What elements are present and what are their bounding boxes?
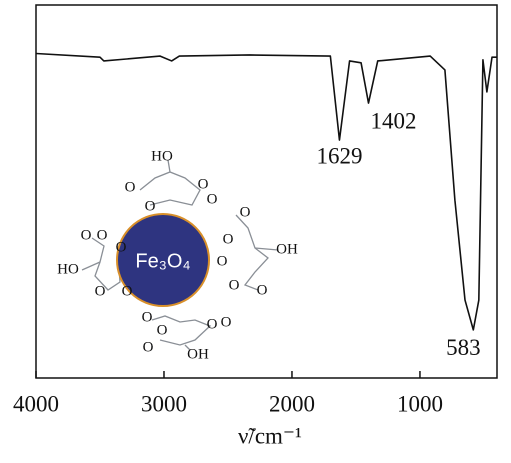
x-tick-label: 4000	[13, 391, 59, 416]
ligand-label: O	[97, 227, 108, 243]
ligand-label: O	[221, 314, 232, 330]
ligand-label: O	[157, 322, 168, 338]
ligand-label: O	[145, 198, 156, 214]
ligand-label: O	[116, 239, 127, 255]
ligand-label: OH	[276, 241, 298, 257]
ligand-label: O	[81, 227, 92, 243]
ligand-label: HO	[151, 148, 173, 164]
ligand-label: O	[125, 179, 136, 195]
core-label: Fe₃O₄	[135, 250, 190, 272]
ligand-label: O	[240, 204, 251, 220]
ligand-label: O	[95, 283, 106, 299]
peak-label: 583	[446, 335, 481, 360]
ligand-label: O	[207, 316, 218, 332]
peak-label: 1629	[316, 143, 362, 168]
ligand-label: O	[223, 231, 234, 247]
x-axis-label: ν̃/cm⁻¹	[238, 423, 302, 448]
peak-label: 1402	[371, 108, 417, 133]
spectrum-line	[35, 52, 497, 331]
ligand-label: O	[143, 339, 154, 355]
ligand-label: O	[142, 309, 153, 325]
ligand-label: O	[198, 176, 209, 192]
ligand-label: OH	[187, 346, 209, 362]
x-tick-label: 2000	[269, 391, 315, 416]
citrate-ligands	[81, 159, 279, 351]
nanoparticle	[116, 213, 210, 307]
x-tick-label: 3000	[141, 391, 187, 416]
ligand-label: O	[257, 282, 268, 298]
ligand-label: O	[122, 283, 133, 299]
ligand-label: HO	[57, 261, 79, 277]
plot-frame	[35, 4, 498, 379]
ligand-label: O	[229, 277, 240, 293]
ligand-label: O	[217, 253, 228, 269]
x-tick-label: 1000	[397, 391, 443, 416]
ligand-label: O	[207, 191, 218, 207]
